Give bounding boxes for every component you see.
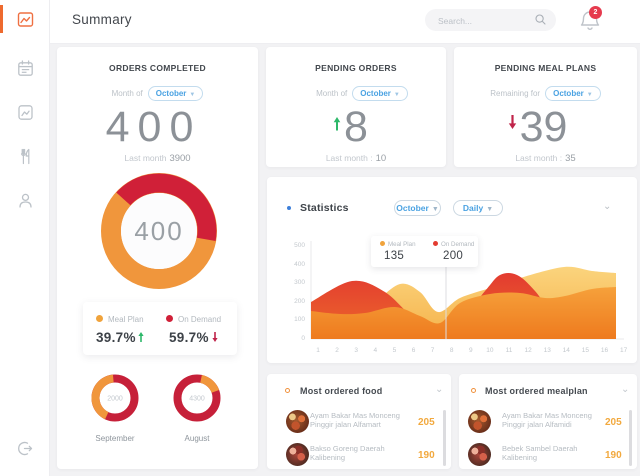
- svg-text:11: 11: [506, 347, 513, 354]
- svg-text:12: 12: [524, 347, 532, 354]
- svg-text:15: 15: [582, 347, 590, 354]
- svg-text:2: 2: [335, 347, 339, 354]
- svg-text:3: 3: [354, 347, 358, 354]
- svg-text:400: 400: [134, 216, 183, 246]
- svg-text:100: 100: [294, 316, 305, 323]
- svg-text:1: 1: [316, 347, 320, 354]
- svg-text:10: 10: [486, 347, 494, 354]
- svg-text:200: 200: [294, 298, 305, 305]
- svg-text:4: 4: [373, 347, 377, 354]
- svg-text:16: 16: [601, 347, 609, 354]
- svg-text:400: 400: [294, 261, 305, 268]
- svg-text:300: 300: [294, 279, 305, 286]
- svg-text:500: 500: [294, 242, 305, 249]
- svg-text:7: 7: [431, 347, 435, 354]
- svg-text:9: 9: [469, 347, 473, 354]
- svg-text:4300: 4300: [189, 396, 205, 403]
- svg-text:13: 13: [544, 347, 552, 354]
- svg-text:8: 8: [450, 347, 454, 354]
- svg-text:0: 0: [301, 335, 305, 342]
- svg-text:6: 6: [412, 347, 416, 354]
- svg-text:14: 14: [563, 347, 571, 354]
- svg-text:2000: 2000: [107, 396, 123, 403]
- svg-text:5: 5: [393, 347, 397, 354]
- svg-text:17: 17: [620, 347, 628, 354]
